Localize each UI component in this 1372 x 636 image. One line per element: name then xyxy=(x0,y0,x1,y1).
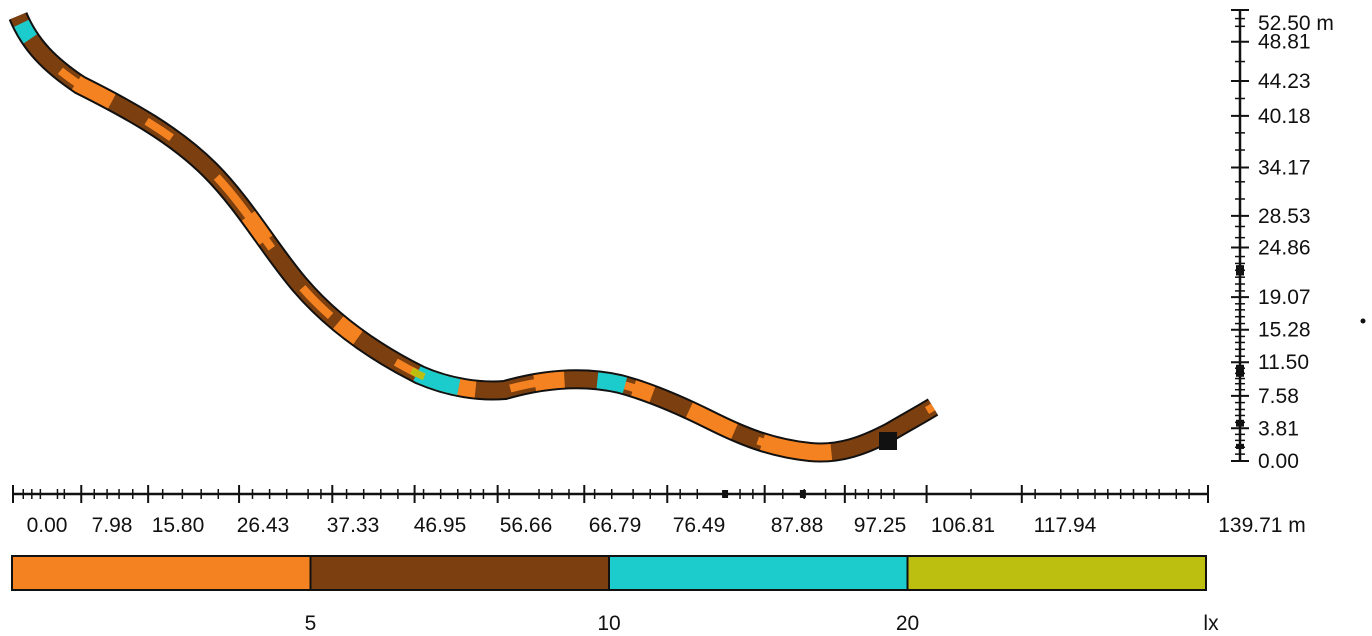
y-tick-label: 44.23 xyxy=(1258,70,1311,93)
y-axis-tick-cluster xyxy=(1236,364,1244,377)
black-square-marker xyxy=(879,432,897,450)
y-axis-tick-cluster xyxy=(1236,265,1244,276)
y-tick-label: 11.50 xyxy=(1258,351,1309,374)
x-tick-label: 56.66 xyxy=(500,514,553,537)
x-axis-tick-cluster xyxy=(799,490,806,498)
x-tick-label: 15.80 xyxy=(152,514,205,537)
y-axis-tick-cluster xyxy=(1236,419,1244,427)
y-axis: 0.00 3.81 7.58 11.50 15.28 19.07 24.86 28.53 34.… xyxy=(1231,9,1334,473)
x-tick-label: 97.25 xyxy=(854,514,907,537)
y-tick-label: 0.00 xyxy=(1258,450,1299,473)
legend-threshold-label: 20 xyxy=(896,612,919,635)
y-tick-label: 28.53 xyxy=(1258,205,1311,228)
x-tick-label: 0.00 xyxy=(27,514,68,537)
orange-patches xyxy=(18,16,933,453)
y-tick-label: 40.18 xyxy=(1258,105,1311,128)
x-tick-label: 106.81 xyxy=(931,514,995,537)
y-tick-label: 15.28 xyxy=(1258,319,1311,342)
x-tick-label: 76.49 xyxy=(673,514,726,537)
x-axis: 0.00 7.98 15.80 26.43 37.33 46.95 56.66 66.79 76… xyxy=(12,485,1306,537)
legend-swatch xyxy=(608,555,909,591)
y-tick-label: 24.86 xyxy=(1258,236,1311,259)
y-tick-label: 3.81 xyxy=(1258,417,1299,440)
x-end-label: 139.71 m xyxy=(1218,514,1306,537)
x-tick-label: 26.43 xyxy=(237,514,290,537)
legend-threshold-label: 5 xyxy=(305,612,317,635)
x-tick-label: 117.94 xyxy=(1034,514,1097,537)
x-axis-tick-cluster xyxy=(722,490,729,498)
x-tick-label: 46.95 xyxy=(414,514,467,537)
y-tick-label: 19.07 xyxy=(1258,286,1311,309)
color-legend: 5 10 20 lx xyxy=(11,555,1219,635)
legend-swatch xyxy=(11,555,312,591)
x-tick-label: 87.88 xyxy=(771,514,824,537)
y-axis-tick-cluster xyxy=(1236,443,1244,449)
x-tick-label: 37.33 xyxy=(327,514,380,537)
legend-swatch xyxy=(906,555,1207,591)
y-top-label: 52.50 m xyxy=(1258,12,1334,35)
edge-dot xyxy=(1360,318,1366,324)
x-tick-label: 7.98 xyxy=(92,514,133,537)
y-tick-label: 48.81 xyxy=(1258,31,1311,54)
legend-threshold-label: 10 xyxy=(597,612,620,635)
y-tick-label: 34.17 xyxy=(1258,156,1311,179)
x-tick-label: 66.79 xyxy=(589,514,642,537)
legend-unit-label: lx xyxy=(1203,612,1219,635)
y-tick-label: 7.58 xyxy=(1258,385,1299,408)
road-band xyxy=(18,16,933,453)
legend-swatch xyxy=(309,555,610,591)
